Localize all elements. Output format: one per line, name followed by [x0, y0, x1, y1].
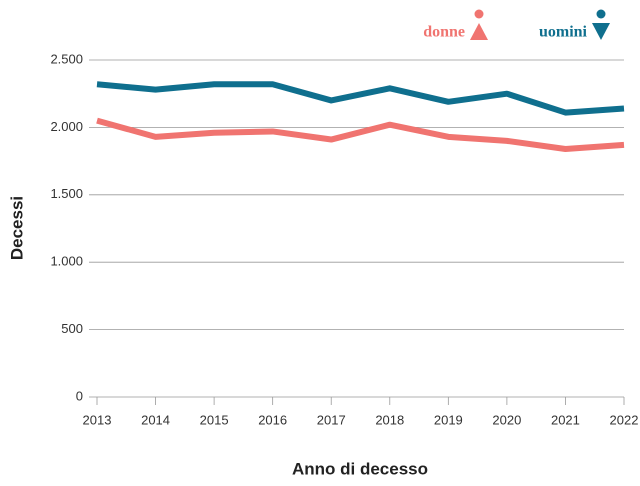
x-tick-label: 2020 [492, 412, 521, 427]
y-tick-label: 2.500 [50, 51, 83, 66]
legend-icon-head [474, 9, 484, 19]
x-tick-label: 2019 [434, 412, 463, 427]
x-tick-label: 2017 [317, 412, 346, 427]
x-axis-title: Anno di decesso [292, 459, 428, 478]
series-line [96, 117, 625, 152]
y-tick-label: 0 [76, 388, 83, 403]
x-tick-label: 2015 [200, 412, 229, 427]
legend-label: uomini [539, 24, 588, 41]
y-tick-label: 2.000 [50, 119, 83, 134]
legend-icon-head [596, 9, 606, 19]
x-tick-label: 2021 [551, 412, 580, 427]
series-line [96, 81, 625, 116]
legend-icon-body [470, 23, 488, 40]
legend-label: donne [423, 24, 465, 41]
y-tick-label: 1.500 [50, 186, 83, 201]
legend-icon-body [592, 23, 610, 40]
x-tick-label: 2016 [258, 412, 287, 427]
x-tick-label: 2014 [141, 412, 170, 427]
y-tick-label: 1.000 [50, 254, 83, 269]
x-tick-label: 2022 [610, 412, 639, 427]
y-tick-label: 500 [61, 321, 83, 336]
y-axis-title: Decessi [7, 196, 26, 260]
x-tick-label: 2018 [375, 412, 404, 427]
x-tick-label: 2013 [83, 412, 112, 427]
